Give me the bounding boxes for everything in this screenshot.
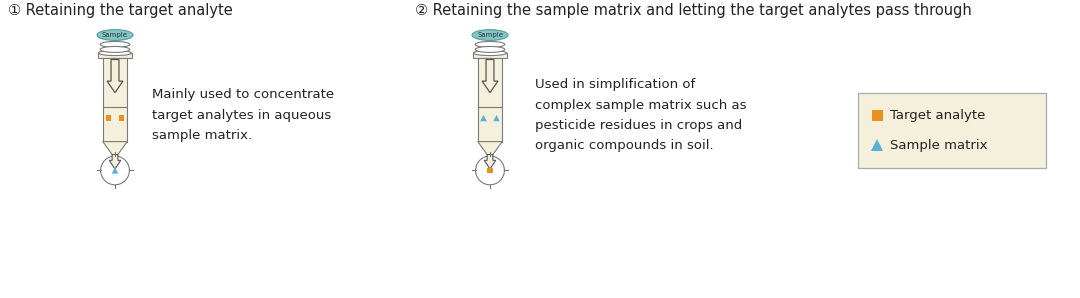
Bar (473, 53, 507, 58)
Polygon shape (481, 115, 487, 121)
Polygon shape (484, 155, 496, 169)
Ellipse shape (475, 41, 504, 47)
Bar (98, 53, 132, 58)
Text: Sample matrix: Sample matrix (890, 139, 987, 151)
Polygon shape (103, 142, 127, 155)
Bar (487, 167, 492, 173)
Ellipse shape (97, 30, 133, 41)
Text: Sample: Sample (477, 32, 503, 38)
Ellipse shape (98, 51, 132, 55)
Bar (119, 115, 124, 121)
Circle shape (475, 156, 504, 185)
Ellipse shape (472, 30, 508, 41)
Bar (106, 115, 111, 121)
Text: Target analyte: Target analyte (890, 108, 985, 122)
Bar (477, 58, 502, 142)
Polygon shape (111, 167, 118, 174)
Polygon shape (494, 115, 500, 121)
Ellipse shape (100, 46, 130, 52)
Ellipse shape (100, 41, 130, 47)
Polygon shape (109, 155, 121, 169)
Text: Used in simplification of
complex sample matrix such as
pesticide residues in cr: Used in simplification of complex sample… (535, 78, 746, 153)
Polygon shape (477, 142, 502, 155)
Text: Sample: Sample (102, 32, 129, 38)
Polygon shape (482, 60, 498, 93)
FancyBboxPatch shape (858, 93, 1047, 168)
Ellipse shape (475, 46, 504, 52)
Text: ① Retaining the target analyte: ① Retaining the target analyte (8, 3, 233, 18)
Text: ② Retaining the sample matrix and letting the target analytes pass through: ② Retaining the sample matrix and lettin… (415, 3, 972, 18)
Bar (872, 109, 883, 120)
Bar (103, 58, 127, 142)
Polygon shape (107, 60, 123, 93)
Text: Mainly used to concentrate
target analytes in aqueous
sample matrix.: Mainly used to concentrate target analyt… (152, 88, 334, 142)
Ellipse shape (473, 51, 507, 55)
Circle shape (100, 156, 130, 185)
Polygon shape (870, 139, 883, 151)
